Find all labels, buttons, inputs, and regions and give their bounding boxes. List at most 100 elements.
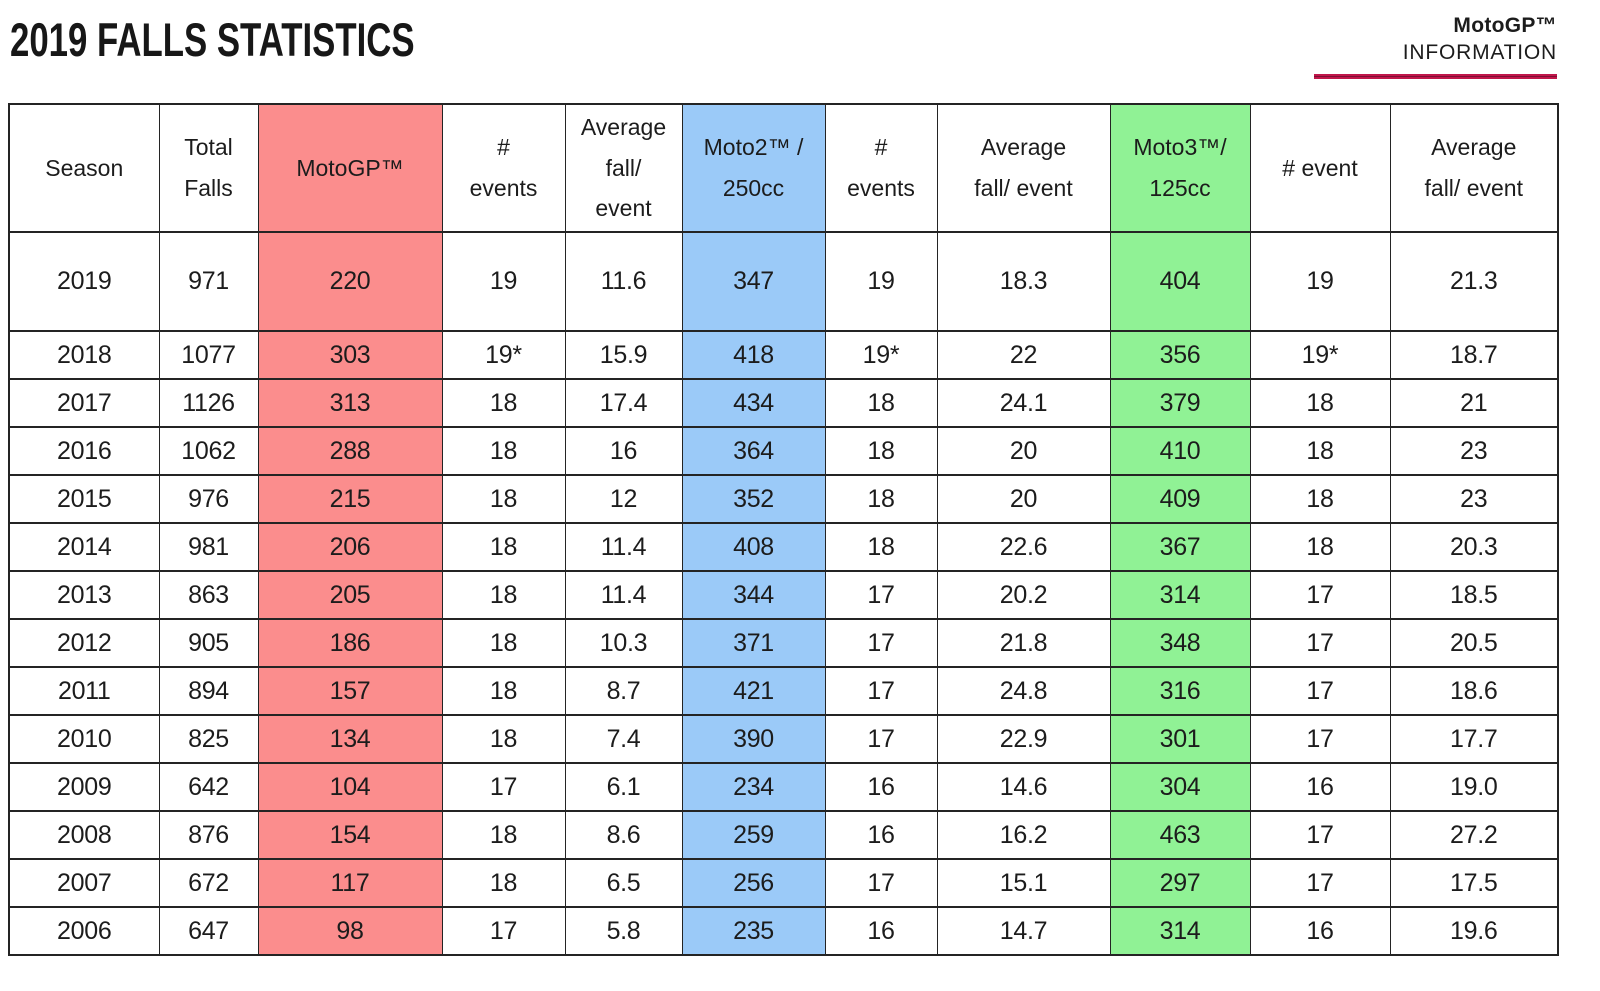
cell-gp-avg-2013: 11.4: [564, 570, 683, 620]
cell-m3-avg-2011: 18.6: [1389, 666, 1559, 716]
cell-m2-avg-2006: 14.7: [936, 906, 1111, 956]
cell-moto2-2018: 418: [681, 330, 826, 380]
cell-m3-events-2006: 16: [1249, 906, 1391, 956]
cell-gp-avg-2014: 11.4: [564, 522, 683, 572]
cell-moto3-2007: 297: [1109, 858, 1251, 908]
cell-m3-avg-2013: 18.5: [1389, 570, 1559, 620]
column-header-m3-avg: Average fall/ event: [1389, 103, 1559, 233]
cell-motogp-2014: 206: [257, 522, 443, 572]
table-row-2013: 2013 863 205 18 11.4 344 17 20.2 314 17 18.5: [8, 570, 1559, 620]
cell-m3-avg-2014: 20.3: [1389, 522, 1559, 572]
column-header-season: Season: [8, 103, 160, 233]
falls-statistics-table: Season Total Falls MotoGP™ # events Average fal…: [8, 103, 1559, 956]
cell-gp-events-2018: 19*: [441, 330, 566, 380]
cell-total-falls-2014: 981: [158, 522, 259, 572]
cell-moto3-2008: 463: [1109, 810, 1251, 860]
cell-gp-events-2007: 18: [441, 858, 566, 908]
cell-m3-avg-2019: 21.3: [1389, 231, 1559, 332]
table-row-2018: 2018 1077 303 19* 15.9 418 19* 22 356 19* 18.7: [8, 330, 1559, 380]
cell-moto2-2014: 408: [681, 522, 826, 572]
cell-m3-events-2019: 19: [1249, 231, 1391, 332]
cell-gp-avg-2006: 5.8: [564, 906, 683, 956]
cell-moto2-2019: 347: [681, 231, 826, 332]
table-header-row: Season Total Falls MotoGP™ # events Average fal…: [8, 103, 1559, 233]
cell-total-falls-2006: 647: [158, 906, 259, 956]
cell-moto3-2019: 404: [1109, 231, 1251, 332]
cell-moto2-2009: 234: [681, 762, 826, 812]
cell-season-2011: 2011: [8, 666, 160, 716]
cell-gp-avg-2007: 6.5: [564, 858, 683, 908]
cell-season-2014: 2014: [8, 522, 160, 572]
cell-gp-events-2016: 18: [441, 426, 566, 476]
table-row-2011: 2011 894 157 18 8.7 421 17 24.8 316 17 18.6: [8, 666, 1559, 716]
cell-gp-events-2011: 18: [441, 666, 566, 716]
motogp-information-logo: MotoGP™ INFORMATION: [1314, 12, 1557, 79]
cell-moto3-2017: 379: [1109, 378, 1251, 428]
cell-total-falls-2018: 1077: [158, 330, 259, 380]
cell-motogp-2019: 220: [257, 231, 443, 332]
cell-m2-avg-2017: 24.1: [936, 378, 1111, 428]
cell-total-falls-2015: 976: [158, 474, 259, 524]
cell-gp-events-2019: 19: [441, 231, 566, 332]
cell-gp-avg-2018: 15.9: [564, 330, 683, 380]
cell-m2-events-2007: 17: [824, 858, 938, 908]
cell-moto3-2006: 314: [1109, 906, 1251, 956]
cell-gp-events-2009: 17: [441, 762, 566, 812]
cell-moto3-2018: 356: [1109, 330, 1251, 380]
cell-m2-events-2008: 16: [824, 810, 938, 860]
cell-gp-events-2008: 18: [441, 810, 566, 860]
cell-gp-avg-2011: 8.7: [564, 666, 683, 716]
cell-motogp-2007: 117: [257, 858, 443, 908]
cell-m3-events-2007: 17: [1249, 858, 1391, 908]
cell-motogp-2013: 205: [257, 570, 443, 620]
cell-total-falls-2017: 1126: [158, 378, 259, 428]
cell-gp-avg-2008: 8.6: [564, 810, 683, 860]
table-row-2015: 2015 976 215 18 12 352 18 20 409 18 23: [8, 474, 1559, 524]
cell-total-falls-2012: 905: [158, 618, 259, 668]
cell-moto3-2012: 348: [1109, 618, 1251, 668]
cell-gp-events-2017: 18: [441, 378, 566, 428]
cell-m3-events-2009: 16: [1249, 762, 1391, 812]
cell-motogp-2015: 215: [257, 474, 443, 524]
cell-moto3-2010: 301: [1109, 714, 1251, 764]
cell-moto3-2011: 316: [1109, 666, 1251, 716]
cell-m2-events-2006: 16: [824, 906, 938, 956]
cell-motogp-2006: 98: [257, 906, 443, 956]
cell-m3-events-2008: 17: [1249, 810, 1391, 860]
table-row-2017: 2017 1126 313 18 17.4 434 18 24.1 379 18 21: [8, 378, 1559, 428]
table-row-2008: 2008 876 154 18 8.6 259 16 16.2 463 17 27.2: [8, 810, 1559, 860]
cell-m3-events-2010: 17: [1249, 714, 1391, 764]
cell-moto3-2009: 304: [1109, 762, 1251, 812]
cell-total-falls-2008: 876: [158, 810, 259, 860]
column-header-gp-events: # events: [441, 103, 566, 233]
column-header-m2-events: # events: [824, 103, 938, 233]
cell-m3-events-2011: 17: [1249, 666, 1391, 716]
table-row-2014: 2014 981 206 18 11.4 408 18 22.6 367 18 20.3: [8, 522, 1559, 572]
cell-m2-events-2014: 18: [824, 522, 938, 572]
cell-m3-events-2015: 18: [1249, 474, 1391, 524]
cell-total-falls-2010: 825: [158, 714, 259, 764]
cell-m3-avg-2009: 19.0: [1389, 762, 1559, 812]
cell-m2-events-2012: 17: [824, 618, 938, 668]
cell-motogp-2018: 303: [257, 330, 443, 380]
cell-m3-events-2012: 17: [1249, 618, 1391, 668]
cell-season-2012: 2012: [8, 618, 160, 668]
cell-gp-avg-2012: 10.3: [564, 618, 683, 668]
cell-motogp-2009: 104: [257, 762, 443, 812]
cell-moto2-2013: 344: [681, 570, 826, 620]
cell-total-falls-2009: 642: [158, 762, 259, 812]
column-header-m2-avg: Average fall/ event: [936, 103, 1111, 233]
cell-season-2015: 2015: [8, 474, 160, 524]
cell-moto2-2008: 259: [681, 810, 826, 860]
cell-m2-events-2011: 17: [824, 666, 938, 716]
cell-motogp-2008: 154: [257, 810, 443, 860]
cell-moto2-2010: 390: [681, 714, 826, 764]
cell-m2-events-2016: 18: [824, 426, 938, 476]
cell-season-2017: 2017: [8, 378, 160, 428]
cell-m3-events-2018: 19*: [1249, 330, 1391, 380]
cell-season-2019: 2019: [8, 231, 160, 332]
cell-moto2-2006: 235: [681, 906, 826, 956]
cell-motogp-2012: 186: [257, 618, 443, 668]
cell-gp-events-2013: 18: [441, 570, 566, 620]
column-header-m3-events: # event: [1249, 103, 1391, 233]
